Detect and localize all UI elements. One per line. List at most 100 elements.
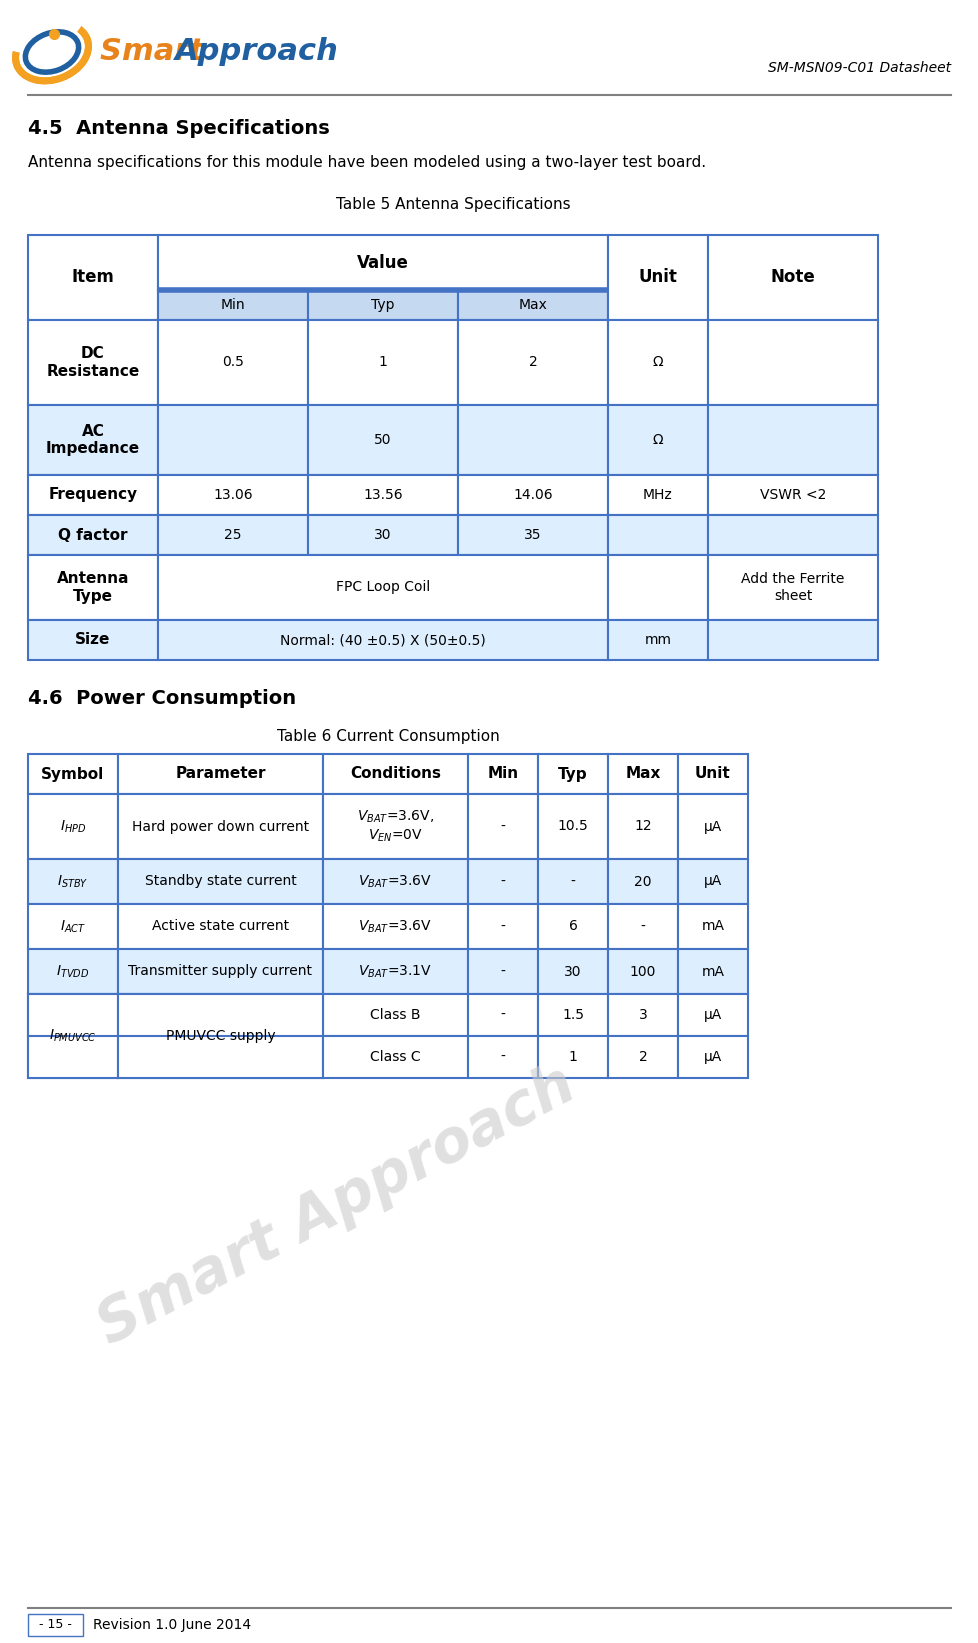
Bar — [323, 904, 467, 950]
Bar — [707, 406, 877, 475]
Text: 2: 2 — [638, 1050, 646, 1065]
Bar — [28, 1037, 118, 1078]
Text: $V_{BAT}$=3.1V: $V_{BAT}$=3.1V — [358, 963, 432, 979]
Bar — [607, 859, 678, 904]
Text: 50: 50 — [374, 434, 391, 447]
Text: 25: 25 — [224, 527, 242, 542]
Text: 6: 6 — [568, 920, 577, 933]
Text: Add the Ferrite
sheet: Add the Ferrite sheet — [740, 572, 844, 603]
Text: Normal: (40 ±0.5) X (50±0.5): Normal: (40 ±0.5) X (50±0.5) — [280, 633, 485, 647]
Bar — [707, 555, 877, 619]
Bar — [28, 859, 118, 904]
Text: -: - — [500, 820, 505, 833]
Bar — [678, 994, 747, 1037]
Bar — [467, 904, 538, 950]
Bar — [28, 994, 118, 1078]
Bar — [607, 794, 678, 859]
Bar — [607, 950, 678, 994]
Text: Ω: Ω — [652, 434, 663, 447]
Text: Item: Item — [71, 268, 114, 286]
Bar — [467, 794, 538, 859]
Bar — [538, 794, 607, 859]
Bar — [458, 475, 607, 514]
Bar — [157, 475, 308, 514]
Text: Standby state current: Standby state current — [145, 874, 296, 889]
Bar — [308, 320, 458, 406]
Text: 12: 12 — [634, 820, 651, 833]
Text: Class C: Class C — [370, 1050, 421, 1065]
Bar — [467, 950, 538, 994]
Text: -: - — [500, 874, 505, 889]
Bar — [28, 904, 118, 950]
Bar — [467, 994, 538, 1037]
Bar — [28, 475, 157, 514]
Text: μA: μA — [703, 874, 722, 889]
Bar — [467, 859, 538, 904]
Bar — [28, 754, 118, 794]
Text: -: - — [500, 1050, 505, 1065]
Text: 13.56: 13.56 — [363, 488, 402, 503]
Text: Class B: Class B — [370, 1009, 421, 1022]
Bar — [678, 794, 747, 859]
Bar — [308, 291, 458, 320]
Text: 35: 35 — [523, 527, 541, 542]
Text: Min: Min — [487, 767, 518, 782]
Text: 10.5: 10.5 — [557, 820, 588, 833]
Bar — [28, 514, 157, 555]
Text: Transmitter supply current: Transmitter supply current — [128, 964, 312, 979]
Text: Unit: Unit — [638, 268, 677, 286]
Bar — [678, 859, 747, 904]
Text: 1: 1 — [378, 355, 387, 370]
Bar — [538, 859, 607, 904]
Bar — [28, 619, 157, 660]
Text: Size: Size — [75, 633, 111, 647]
Bar — [458, 406, 607, 475]
Bar — [118, 754, 323, 794]
Text: Smart Approach: Smart Approach — [88, 1056, 584, 1355]
Text: -: - — [640, 920, 645, 933]
Text: Q factor: Q factor — [58, 527, 127, 542]
Bar — [607, 235, 707, 320]
Bar — [28, 1613, 83, 1636]
Bar — [538, 950, 607, 994]
Text: 0.5: 0.5 — [222, 355, 244, 370]
Bar — [157, 291, 308, 320]
Text: Approach: Approach — [175, 38, 338, 66]
Text: Table 5 Antenna Specifications: Table 5 Antenna Specifications — [335, 197, 570, 212]
Bar — [467, 1037, 538, 1078]
Text: SM-MSN09-C01 Datasheet: SM-MSN09-C01 Datasheet — [767, 61, 950, 76]
Bar — [28, 555, 157, 619]
Bar — [118, 994, 323, 1078]
Bar — [118, 1037, 323, 1078]
Bar — [323, 950, 467, 994]
Bar — [607, 1037, 678, 1078]
Bar — [157, 514, 308, 555]
Bar — [118, 994, 323, 1037]
Bar — [707, 235, 877, 320]
Text: 3: 3 — [638, 1009, 646, 1022]
Bar — [607, 754, 678, 794]
Bar — [323, 859, 467, 904]
Bar — [707, 475, 877, 514]
Text: -: - — [500, 1009, 505, 1022]
Text: Active state current: Active state current — [152, 920, 289, 933]
Text: $I_{TVDD}$: $I_{TVDD}$ — [57, 963, 90, 979]
Bar — [157, 320, 308, 406]
Text: 30: 30 — [374, 527, 391, 542]
Text: Antenna specifications for this module have been modeled using a two-layer test : Antenna specifications for this module h… — [28, 156, 705, 171]
Text: 20: 20 — [634, 874, 651, 889]
Text: Smart: Smart — [100, 38, 214, 66]
Bar — [678, 904, 747, 950]
Bar — [607, 406, 707, 475]
Text: Revision 1.0 June 2014: Revision 1.0 June 2014 — [93, 1618, 251, 1631]
Bar — [607, 555, 707, 619]
Text: Max: Max — [518, 297, 547, 312]
Text: Note: Note — [770, 268, 815, 286]
Text: μA: μA — [703, 1050, 722, 1065]
Bar — [458, 514, 607, 555]
Text: Max: Max — [625, 767, 660, 782]
Bar — [607, 904, 678, 950]
Text: Min: Min — [220, 297, 245, 312]
Text: 13.06: 13.06 — [213, 488, 252, 503]
Bar — [323, 794, 467, 859]
